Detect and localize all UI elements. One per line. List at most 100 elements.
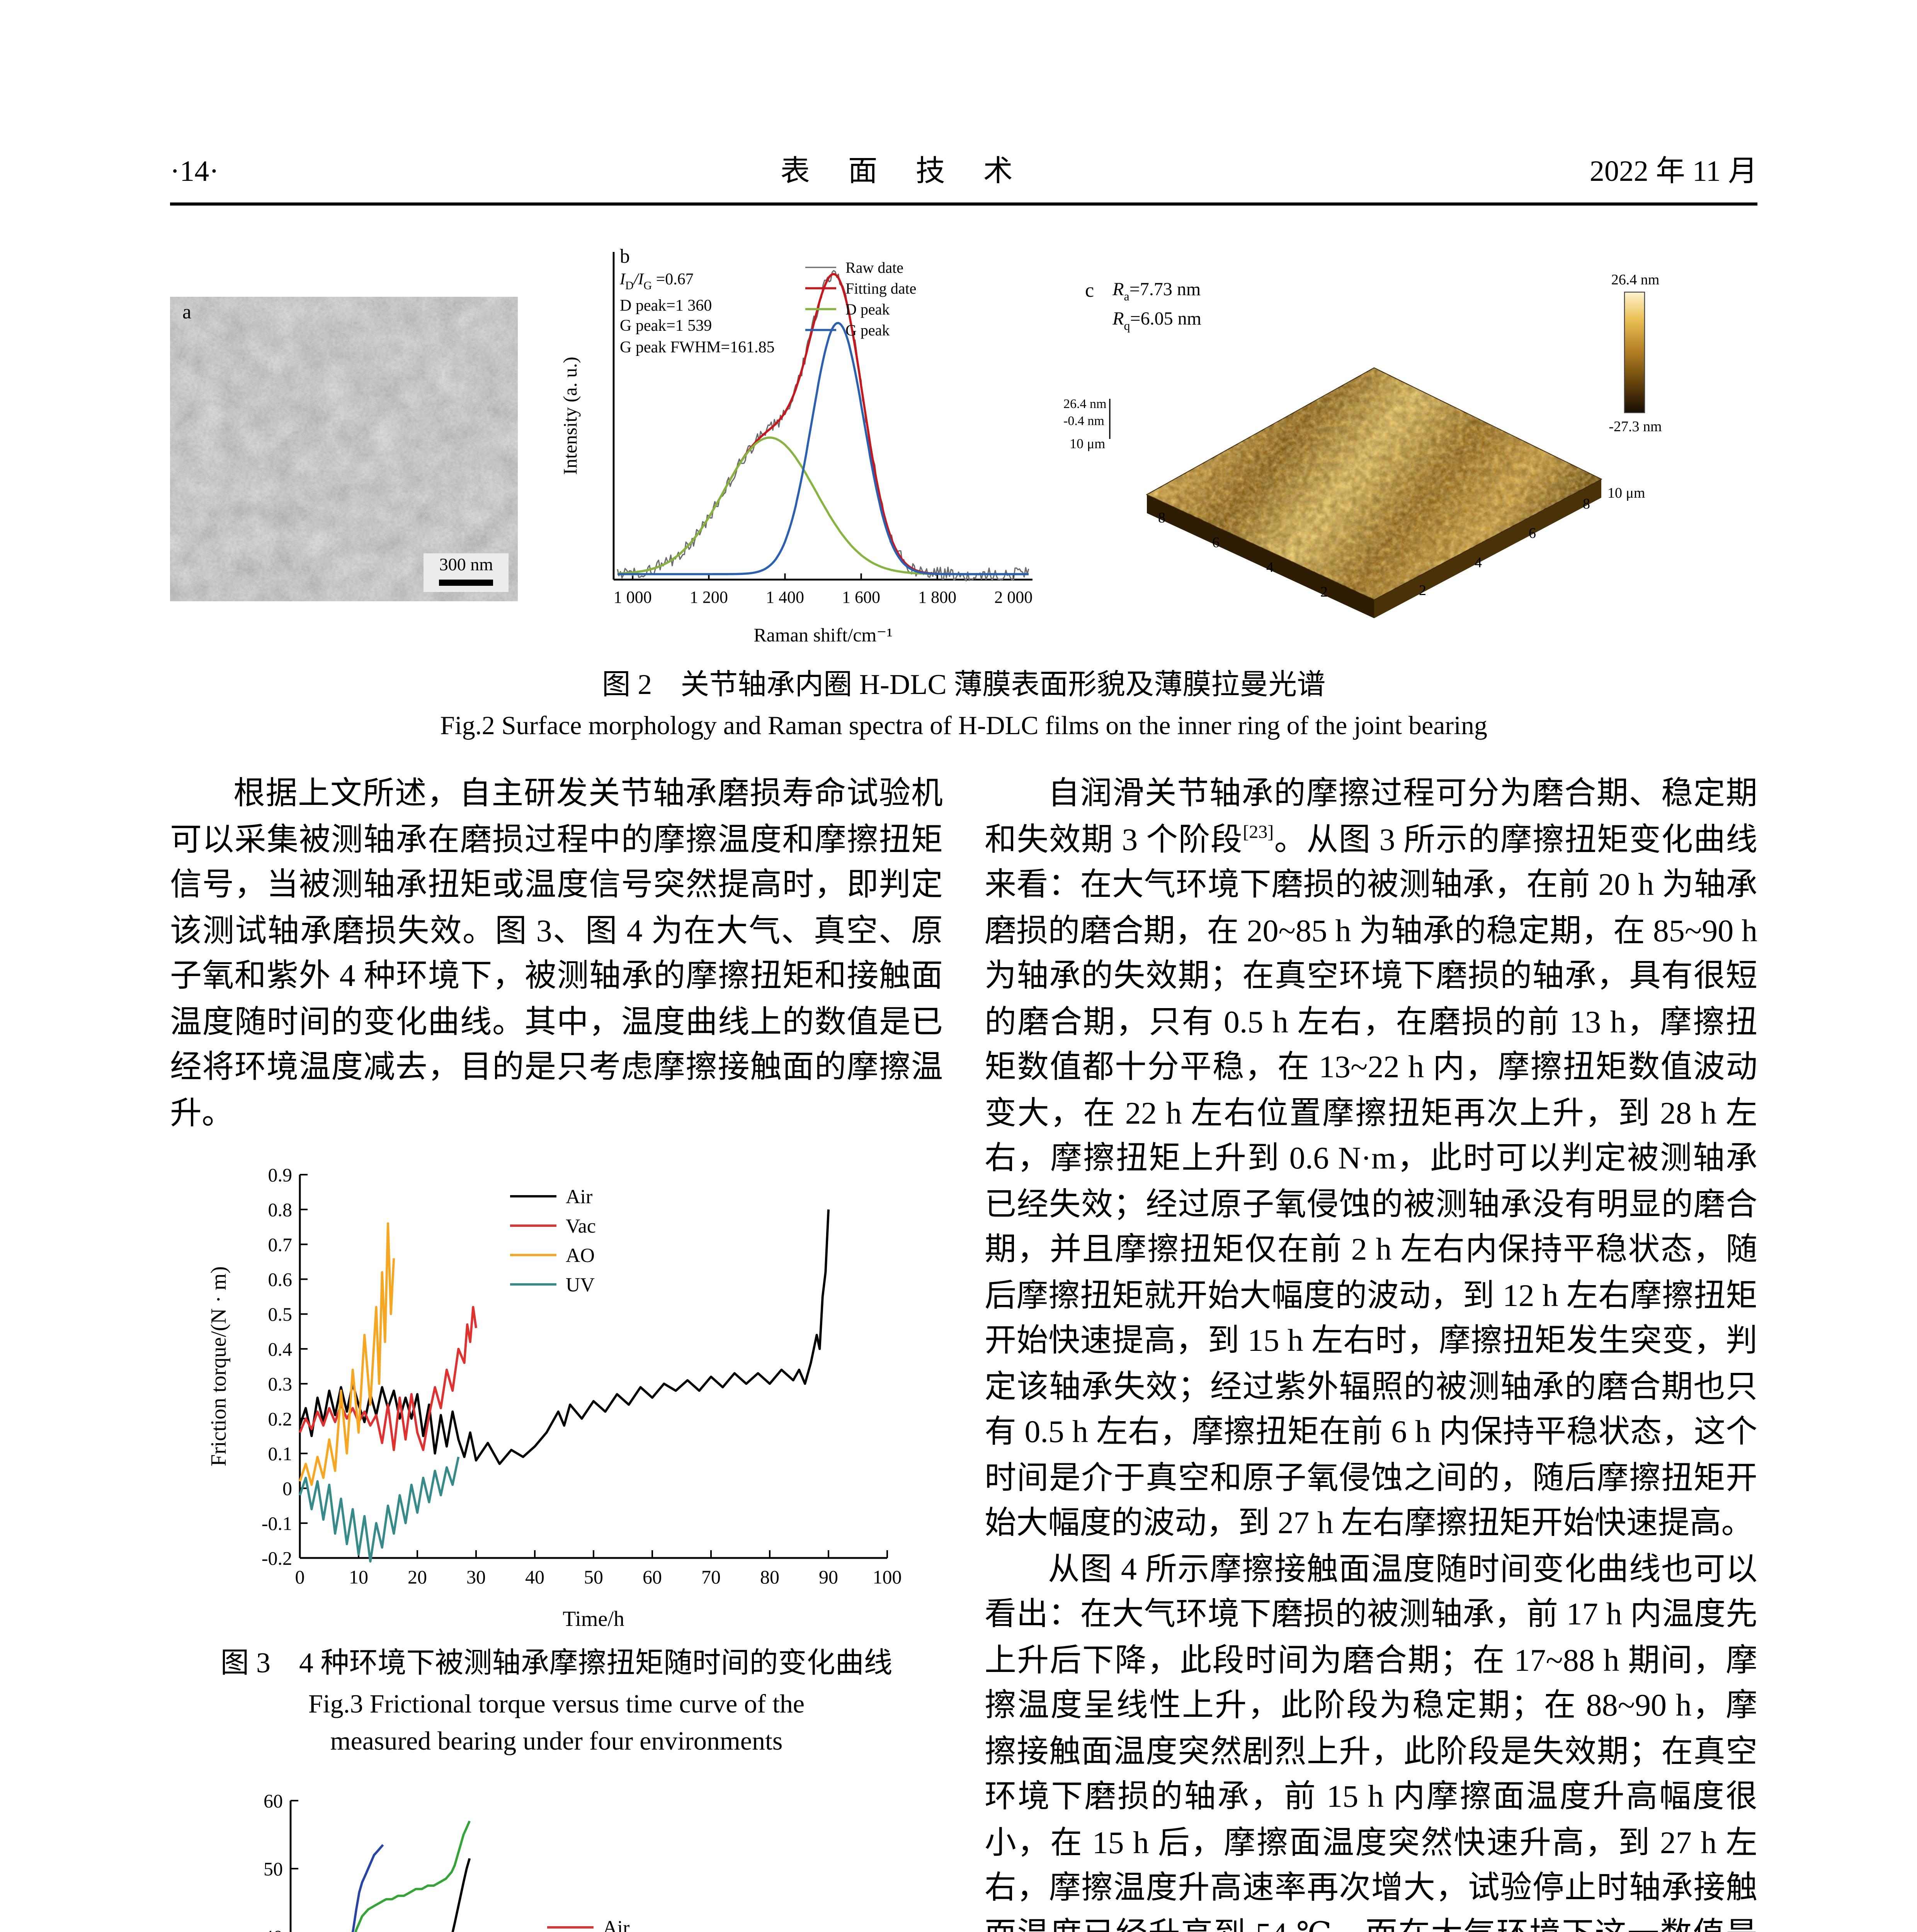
scale-bar: 300 nm: [424, 553, 509, 591]
afm-y-tick: 6: [1529, 524, 1536, 541]
svg-text:1 200: 1 200: [690, 588, 728, 607]
page-number: ·14·: [170, 156, 219, 189]
afm-left-side-face: [1147, 494, 1374, 617]
paragraph: 根据上文所述，自主研发关节轴承磨损寿命试验机可以采集被测轴承在磨损过程中的摩擦温…: [170, 777, 943, 1131]
afm-x-tick: 4: [1266, 558, 1274, 575]
svg-text:1 400: 1 400: [766, 588, 804, 607]
fig3-caption-en: Fig.3 Frictional torque versus time curv…: [308, 1689, 805, 1719]
svg-text:Air: Air: [566, 1186, 592, 1208]
svg-text:Time/h: Time/h: [563, 1607, 624, 1631]
two-column-body: 根据上文所述，自主研发关节轴承磨损寿命试验机可以采集被测轴承在磨损过程中的摩擦温…: [170, 773, 1757, 1932]
afm-x-tick: 8: [1158, 509, 1165, 525]
paragraph: 从图 4 所示摩擦接触面温度随时间变化曲线也可以看出：在大气环境下磨损的被测轴承…: [985, 1553, 1757, 1932]
panel-b-label: b: [620, 244, 630, 267]
svg-text:AO: AO: [566, 1245, 595, 1267]
journal-title: 表 面 技 术: [780, 156, 1028, 189]
afm-z-min-label: -0.4 nm: [1063, 413, 1104, 427]
svg-text:0.8: 0.8: [268, 1199, 293, 1221]
annotation-g-fwhm: G peak FWHM=161.85: [620, 339, 775, 357]
svg-text:70: 70: [701, 1566, 721, 1588]
svg-text:90: 90: [819, 1566, 838, 1588]
svg-text:0.4: 0.4: [268, 1338, 293, 1360]
citation-ref: [23]: [1243, 820, 1274, 842]
panel-c-label: c: [1085, 277, 1094, 301]
fig2-panel-c-afm-image: 26.4 nm -27.3 nm 26.4 nm -0.4 nm 10 μm 8…: [1057, 265, 1683, 631]
svg-text:Raw date: Raw date: [845, 259, 903, 276]
afm-y-tick: 4: [1475, 554, 1482, 570]
afm-colorbar: [1624, 291, 1645, 413]
svg-text:2 000: 2 000: [994, 588, 1032, 607]
svg-text:0: 0: [282, 1478, 292, 1499]
fig2-caption-en: Fig.2 Surface morphology and Raman spect…: [440, 711, 1487, 740]
sem-micrograph: [170, 296, 518, 600]
ra-value: Ra=7.73 nm: [1112, 277, 1201, 303]
annotation-d-peak: D peak=1 360: [620, 298, 712, 315]
svg-text:40: 40: [525, 1566, 544, 1588]
svg-text:1 800: 1 800: [918, 588, 956, 607]
svg-text:0.6: 0.6: [268, 1269, 293, 1290]
svg-text:0: 0: [295, 1566, 305, 1588]
svg-text:50: 50: [264, 1858, 283, 1880]
svg-text:50: 50: [584, 1566, 603, 1588]
svg-text:0.5: 0.5: [268, 1303, 293, 1325]
raman-annotations: ID/IG =0.67 D peak=1 360 G peak=1 539 G …: [620, 270, 775, 359]
afm-z-max-label: 26.4 nm: [1063, 396, 1106, 410]
svg-text:1 000: 1 000: [614, 588, 652, 607]
figure-2: a 300 nm 1 000 1 200 1 400 1 600 1 800 2 000 R…: [170, 243, 1757, 654]
right-column: 自润滑关节轴承的摩擦过程可分为磨合期、稳定期和失效期 3 个阶段[23]。从图 …: [985, 773, 1757, 1932]
colorbar-max-label: 26.4 nm: [1611, 271, 1660, 287]
afm-y-tick: 8: [1583, 495, 1590, 511]
svg-text:100: 100: [873, 1566, 902, 1588]
svg-text:Raman shift/cm⁻¹: Raman shift/cm⁻¹: [754, 624, 892, 646]
svg-text:60: 60: [264, 1790, 283, 1812]
svg-text:0.3: 0.3: [268, 1373, 293, 1395]
svg-text:D peak: D peak: [845, 301, 890, 318]
roughness-values: Ra=7.73 nm Rq=6.05 nm: [1112, 277, 1201, 337]
left-column: 根据上文所述，自主研发关节轴承磨损寿命试验机可以采集被测轴承在磨损过程中的摩擦温…: [170, 773, 943, 1932]
svg-text:0.2: 0.2: [268, 1408, 293, 1430]
figure-3: 0 10 20 30 40 50 60 70 80 90 100 0.9 0.8 0.7 0.6 0.5 0.4…: [170, 1156, 943, 1760]
figure-4: 01020304050607080901006050403020100Time/…: [170, 1779, 943, 1932]
page-header: ·14· 表 面 技 术 2022 年 11 月: [170, 148, 1757, 206]
scale-bar-line: [439, 580, 493, 585]
afm-right-side-face: [1374, 478, 1601, 617]
fig3-caption-en: measured bearing under four environments: [330, 1726, 783, 1756]
panel-a-label: a: [182, 299, 192, 322]
annotation-id-ig-ratio: ID/IG =0.67: [620, 272, 694, 293]
svg-text:Intensity (a. u.): Intensity (a. u.): [559, 357, 581, 474]
svg-text:30: 30: [466, 1566, 486, 1588]
svg-text:Fitting date: Fitting date: [845, 280, 916, 297]
afm-3d-surface: 26.4 nm -27.3 nm 26.4 nm -0.4 nm 10 μm 8…: [1063, 271, 1662, 617]
afm-y-tick: 2: [1419, 582, 1426, 598]
svg-text:0.7: 0.7: [268, 1234, 293, 1255]
annotation-g-peak: G peak=1 539: [620, 318, 712, 336]
fig3-caption-cn: 图 3 4 种环境下被测轴承摩擦扭矩随时间的变化曲线: [220, 1649, 893, 1680]
scale-bar-label: 300 nm: [439, 556, 493, 575]
svg-text:0.1: 0.1: [268, 1443, 293, 1464]
issue-date: 2022 年 11 月: [1589, 156, 1757, 189]
colorbar-min-label: -27.3 nm: [1609, 418, 1662, 434]
text-run: 。从图 3 所示的摩擦扭矩变化曲线来看：在大气环境下磨损的被测轴承，在前 20 …: [985, 823, 1758, 1541]
svg-text:G peak: G peak: [845, 321, 890, 339]
afm-x-tick: 2: [1320, 583, 1328, 599]
text-run: 自润滑关节轴承的摩擦过程可分为磨合期、稳定期和失效期 3 个阶段: [985, 777, 1757, 857]
svg-text:0.9: 0.9: [268, 1164, 293, 1186]
figure-2-caption: 图 2 关节轴承内圈 H-DLC 薄膜表面形貌及薄膜拉曼光谱 Fig.2 Sur…: [170, 666, 1757, 745]
svg-text:Friction torque/(N · m): Friction torque/(N · m): [207, 1266, 231, 1466]
paragraph: 自润滑关节轴承的摩擦过程可分为磨合期、稳定期和失效期 3 个阶段[23]。从图 …: [985, 773, 1757, 1548]
raman-chart: 1 000 1 200 1 400 1 600 1 800 2 000 Raman shif…: [559, 252, 1032, 646]
svg-text:-0.2: -0.2: [262, 1548, 292, 1569]
svg-text:-0.1: -0.1: [262, 1512, 292, 1534]
friction-torque-chart: 0 10 20 30 40 50 60 70 80 90 100 0.9 0.8 0.7 0.6 0.5 0.4…: [207, 1164, 902, 1631]
svg-text:10: 10: [349, 1566, 368, 1588]
svg-text:Vac: Vac: [566, 1215, 596, 1237]
fig2-panel-b-raman-spectrum: 1 000 1 200 1 400 1 600 1 800 2 000 Raman shif…: [558, 243, 1045, 654]
fig2-caption-cn: 图 2 关节轴承内圈 H-DLC 薄膜表面形貌及薄膜拉曼光谱: [602, 671, 1326, 702]
svg-text:60: 60: [643, 1566, 662, 1588]
figure-3-caption: 图 3 4 种环境下被测轴承摩擦扭矩随时间的变化曲线 Fig.3 Frictio…: [170, 1645, 943, 1760]
svg-text:40: 40: [264, 1926, 283, 1932]
svg-text:1 600: 1 600: [842, 588, 880, 607]
svg-text:20: 20: [408, 1566, 427, 1588]
afm-header: c Ra=7.73 nm Rq=6.05 nm: [1085, 277, 1201, 337]
